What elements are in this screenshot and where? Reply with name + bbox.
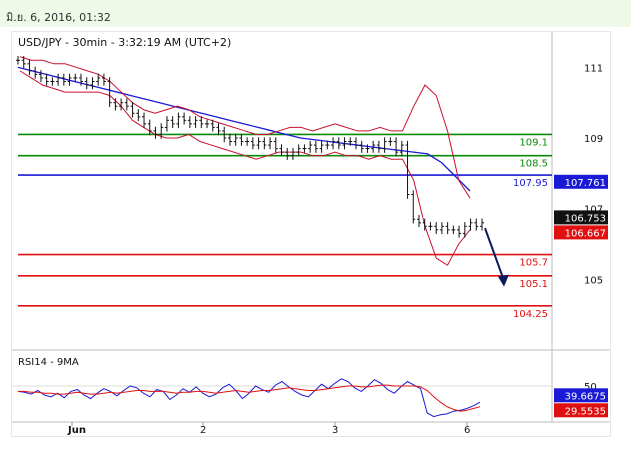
price-tag-box bbox=[554, 225, 608, 240]
price-tags: 107.761 106.753 106.667 39.6675 29.5535 bbox=[554, 174, 608, 418]
price-tag-box bbox=[554, 174, 608, 189]
price-tick: 111 bbox=[584, 63, 603, 74]
level-label: 109.1 bbox=[519, 137, 548, 148]
price-tag-label: 107.761 bbox=[565, 178, 606, 189]
time-tick-jun: Jun bbox=[67, 425, 86, 436]
time-tick-6: 6 bbox=[464, 425, 470, 436]
level-label: 105.7 bbox=[519, 258, 548, 269]
price-tag-box bbox=[554, 403, 608, 418]
projection-arrow-shaft bbox=[484, 227, 505, 281]
time-tick-3: 3 bbox=[332, 425, 338, 436]
price-tag-box bbox=[554, 388, 608, 403]
timestamp-label: มิ.ย. 6, 2016, 01:32 bbox=[6, 11, 111, 24]
price-tick: 107 bbox=[584, 205, 603, 216]
level-label: 105.1 bbox=[519, 279, 548, 290]
price-tick: 105 bbox=[584, 275, 603, 286]
rsi-title: RSI14 - 9MA bbox=[18, 357, 79, 368]
price-tag-label: 106.753 bbox=[565, 213, 606, 224]
main-plot-area bbox=[12, 32, 552, 350]
level-label: 104.25 bbox=[513, 309, 548, 320]
bollinger-bands bbox=[17, 56, 471, 266]
chart-panel: USD/JPY - 30min - 3:32:19 AM (UTC+2) RSI… bbox=[11, 31, 611, 437]
bollinger-upper-line bbox=[19, 56, 471, 199]
price-tag-box bbox=[554, 210, 608, 225]
chart-svg: USD/JPY - 30min - 3:32:19 AM (UTC+2) RSI… bbox=[12, 32, 610, 436]
rsi-line bbox=[17, 378, 481, 418]
chart-title: USD/JPY - 30min - 3:32:19 AM (UTC+2) bbox=[18, 36, 231, 49]
support-resistance-levels: 109.1 108.5 107.95 105.7 105.1 104.25 bbox=[18, 133, 552, 320]
projection-arrow bbox=[484, 227, 509, 287]
level-label: 107.95 bbox=[513, 178, 548, 189]
projection-arrow-head bbox=[498, 274, 509, 287]
price-tag-label: 106.667 bbox=[565, 228, 606, 239]
rsi-tick: 50 bbox=[584, 382, 597, 393]
rsi-lines bbox=[12, 378, 552, 418]
price-tag-label: 29.5535 bbox=[565, 406, 606, 417]
bollinger-lower-line bbox=[19, 70, 471, 266]
moving-average-line bbox=[17, 66, 471, 192]
price-bars bbox=[16, 56, 484, 238]
level-label: 108.5 bbox=[519, 159, 548, 170]
price-tick: 109 bbox=[584, 134, 603, 145]
rsi-ma-line bbox=[18, 384, 481, 412]
time-tick-2: 2 bbox=[200, 425, 206, 436]
price-tag-label: 39.6675 bbox=[565, 391, 606, 402]
timestamp-bar: มิ.ย. 6, 2016, 01:32 bbox=[0, 0, 631, 27]
